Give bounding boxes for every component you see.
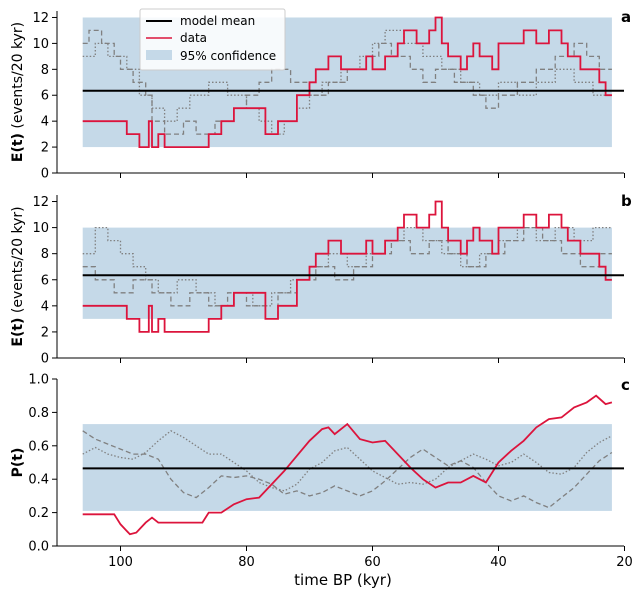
panel-label: c — [621, 376, 630, 394]
y-axis-label-units: (events/20 kyr) — [10, 206, 26, 317]
y-tick-label: 0 — [41, 167, 49, 182]
data-series-line — [82, 394, 613, 536]
y-axis-label: E(t) (events/20 kyr) — [10, 22, 26, 162]
y-axis-label-symbol: P(t) — [10, 448, 26, 478]
data-series-line — [82, 200, 612, 333]
y-tick-label: 0.0 — [28, 540, 49, 555]
model-sample-line-dashed — [82, 226, 612, 320]
panel-label: b — [621, 192, 632, 210]
y-tick-label: 8 — [41, 247, 49, 262]
y-tick-label: 10 — [32, 37, 49, 52]
legend-frame — [139, 8, 286, 71]
y-axis-label-symbol: E(t) — [10, 133, 26, 162]
y-axis-label-units: (events/20 kyr) — [10, 22, 26, 133]
y-tick-label: 0.2 — [28, 506, 49, 521]
confidence-band — [82, 227, 612, 319]
y-tick-label: 0.6 — [28, 439, 49, 454]
y-tick-label: 2 — [41, 141, 49, 156]
legend-data-label: data — [180, 31, 207, 45]
y-axis-label-symbol: E(t) — [10, 318, 26, 347]
y-tick-label: 6 — [41, 89, 49, 104]
data-series-line — [82, 16, 612, 148]
y-tick-label: 2 — [41, 325, 49, 340]
legend-confidence-swatch — [146, 50, 172, 60]
model-sample-line-dotted — [82, 29, 612, 135]
legend: model mean data 95% confidence — [139, 8, 286, 71]
model-sample-line-dotted — [82, 430, 613, 492]
legend-mean-label: model mean — [180, 14, 255, 28]
y-tick-label: 0.4 — [28, 473, 49, 488]
y-tick-label: 4 — [41, 115, 49, 130]
y-tick-label: 1.0 — [28, 373, 49, 388]
y-tick-label: 0.8 — [28, 406, 49, 421]
axes: 0 2 4 6 8 10 12 — [32, 195, 625, 367]
series-lines — [82, 16, 612, 148]
panel-label: a — [621, 8, 631, 26]
axes: 0 2 4 6 8 10 12 — [32, 11, 625, 182]
y-tick-label: 6 — [41, 273, 49, 288]
y-tick-label: 8 — [41, 63, 49, 78]
y-tick-label: 4 — [41, 299, 49, 314]
y-tick-label: 12 — [32, 195, 49, 210]
y-axis-label: P(t) — [10, 448, 26, 478]
y-axis-label: E(t) (events/20 kyr) — [10, 206, 26, 346]
y-tick-label: 12 — [32, 11, 49, 26]
x-axis-label: time BP (kyr) — [294, 571, 392, 589]
series-lines — [82, 200, 612, 333]
x-tick-label: 80 — [238, 555, 255, 570]
x-tick-label: 40 — [490, 555, 507, 570]
model-sample-line-dashed — [82, 430, 613, 509]
series-lines — [82, 394, 613, 536]
axes: 0.0 0.2 0.4 0.6 0.8 1.0 100 80 60 40 20 — [28, 373, 632, 571]
x-tick-label: 60 — [364, 555, 381, 570]
y-tick-label: 0 — [41, 352, 49, 367]
y-tick-label: 10 — [32, 221, 49, 236]
x-tick-label: 20 — [616, 555, 632, 570]
panel-c: 0.0 0.2 0.4 0.6 0.8 1.0 100 80 60 40 20 c P(t) tim… — [10, 373, 632, 590]
panel-a: 0 2 4 6 8 10 12 a E(t) (events/20 kyr) model m… — [10, 8, 631, 182]
panel-b: 0 2 4 6 8 10 12 b E(t) (events/20 kyr) — [10, 192, 632, 367]
model-sample-line-dashed — [82, 29, 612, 135]
legend-confidence-label: 95% confidence — [180, 49, 276, 63]
x-tick-label: 100 — [108, 555, 133, 570]
